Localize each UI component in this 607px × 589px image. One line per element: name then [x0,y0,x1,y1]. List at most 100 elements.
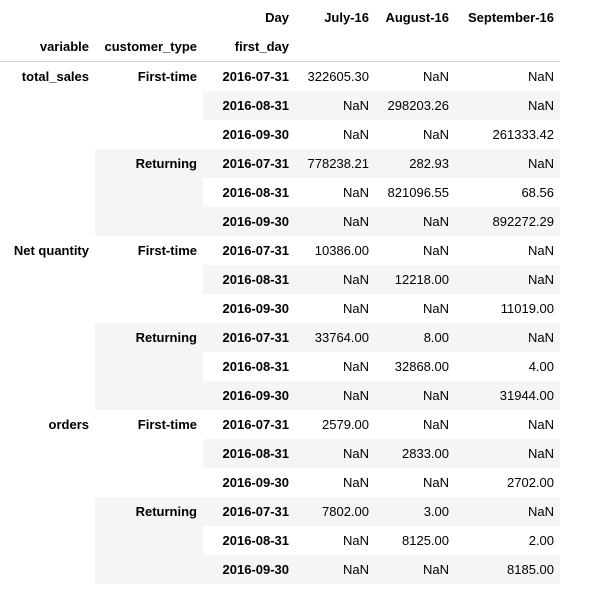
table-row: total_sales First-time 2016-07-31 322605.30… [0,62,560,92]
row-label-customer-type: Returning [95,497,203,584]
row-label-variable: orders [48,417,89,432]
cell-september: 2702.00 [507,475,554,490]
cell-september: 31944.00 [455,381,560,410]
cell-august: 32868.00 [394,359,449,374]
cell-august: NaN [422,127,449,142]
header-blank [455,32,560,62]
table-row: Returning 2016-07-31 33764.00 8.00 NaN [0,323,560,410]
columns-index-label: Day [265,10,289,25]
column-header-september: September-16 [468,10,554,25]
table-row: 2016-08-31 NaN 298203.26 NaN [0,91,560,120]
cell-september: 11019.00 [500,301,554,316]
index-name-customer-type: customer_type [95,32,203,62]
row-label-variable: Net quantity [13,243,89,258]
cell-july: NaN [295,265,375,294]
cell-september: 261333.42 [492,127,554,142]
row-label-first-day: 2016-07-31 [203,497,295,526]
cell-july: NaN [342,359,369,374]
cell-july: NaN [342,301,369,316]
row-label-first-day: 2016-07-31 [203,149,295,178]
cell-july: 7802.00 [295,497,375,526]
table-row: Net quantity First-time 2016-07-31 10386.00… [0,236,560,265]
table-header: Day July-16 August-16 September-16 varia… [0,3,560,62]
cell-september: 2.00 [528,533,554,548]
cell-july: NaN [342,127,369,142]
cell-august: NaN [375,381,455,410]
table-row: Returning 2016-07-31 7802.00 3.00 NaN [0,497,560,584]
table-row: 2016-09-30 NaN NaN 11019.00 [0,294,560,323]
header-blank [0,3,95,32]
cell-september: 68.56 [521,185,554,200]
cell-july: NaN [342,185,369,200]
column-header-row: Day July-16 August-16 September-16 [0,3,560,32]
row-label-first-day: 2016-07-31 [222,417,290,432]
cell-september: 8185.00 [455,555,560,584]
row-label-first-day: 2016-08-31 [222,359,290,374]
cell-september: 4.00 [528,359,554,374]
cell-july: 10386.00 [314,243,369,258]
cell-september: NaN [455,91,560,120]
index-name-first-day: first_day [203,32,295,62]
row-label-customer-type: Returning [95,149,203,236]
cell-august: 8.00 [375,323,455,352]
cell-september: NaN [455,439,560,468]
cell-september: NaN [527,417,554,432]
table-row: 2016-08-31 NaN 821096.55 68.56 [0,178,560,207]
header-blank [375,32,455,62]
row-label-first-day: 2016-08-31 [222,185,290,200]
cell-august: NaN [375,207,455,236]
row-label-first-day: 2016-09-30 [222,301,290,316]
table-row: 2016-09-30 NaN NaN 8185.00 [0,555,560,584]
cell-july: NaN [295,91,375,120]
table-row: 2016-08-31 NaN 12218.00 NaN [0,265,560,294]
pivot-table: Day July-16 August-16 September-16 varia… [0,3,560,584]
cell-july: 33764.00 [295,323,375,352]
cell-august: NaN [422,243,449,258]
table-row: orders First-time 2016-07-31 2579.00 NaN NaN [0,410,560,439]
row-label-first-day: 2016-07-31 [222,243,290,258]
cell-september: NaN [527,243,554,258]
cell-august: NaN [422,417,449,432]
row-label-customer-type: First-time [137,417,197,432]
table-row: 2016-09-30 NaN NaN 2702.00 [0,468,560,497]
table-body: total_sales First-time 2016-07-31 322605.30… [0,62,560,584]
header-blank [95,3,203,32]
row-label-first-day: 2016-09-30 [203,381,295,410]
cell-august: 282.93 [375,149,455,178]
cell-august: NaN [375,555,455,584]
cell-july: 778238.21 [295,149,375,178]
cell-july: 322605.30 [307,69,369,84]
cell-july: 2579.00 [322,417,369,432]
row-label-first-day: 2016-09-30 [203,555,295,584]
table-row: 2016-08-31 NaN 32868.00 4.00 [0,352,560,381]
row-label-first-day: 2016-08-31 [203,265,295,294]
table-row: 2016-09-30 NaN NaN 892272.29 [0,207,560,236]
cell-august: 12218.00 [375,265,455,294]
cell-july: NaN [295,207,375,236]
column-header-july: July-16 [324,10,369,25]
row-label-first-day: 2016-09-30 [222,475,290,490]
cell-august: NaN [422,69,449,84]
cell-september: NaN [455,323,560,352]
cell-august: NaN [422,301,449,316]
header-blank [295,32,375,62]
row-label-first-day: 2016-08-31 [222,533,290,548]
cell-september: NaN [455,497,560,526]
table-row: 2016-08-31 NaN 2833.00 NaN [0,439,560,468]
row-label-variable: total_sales [21,69,89,84]
cell-september: NaN [455,265,560,294]
index-name-variable: variable [0,32,95,62]
table-row: 2016-09-30 NaN NaN 31944.00 [0,381,560,410]
index-names-row: variable customer_type first_day [0,32,560,62]
row-label-first-day: 2016-08-31 [203,439,295,468]
row-label-first-day: 2016-09-30 [203,207,295,236]
cell-july: NaN [295,381,375,410]
cell-august: 8125.00 [402,533,449,548]
table-row: 2016-09-30 NaN NaN 261333.42 [0,120,560,149]
cell-september: 892272.29 [455,207,560,236]
table-row: Returning 2016-07-31 778238.21 282.93 NaN [0,149,560,236]
cell-august: 3.00 [375,497,455,526]
cell-august: 298203.26 [375,91,455,120]
cell-july: NaN [295,439,375,468]
